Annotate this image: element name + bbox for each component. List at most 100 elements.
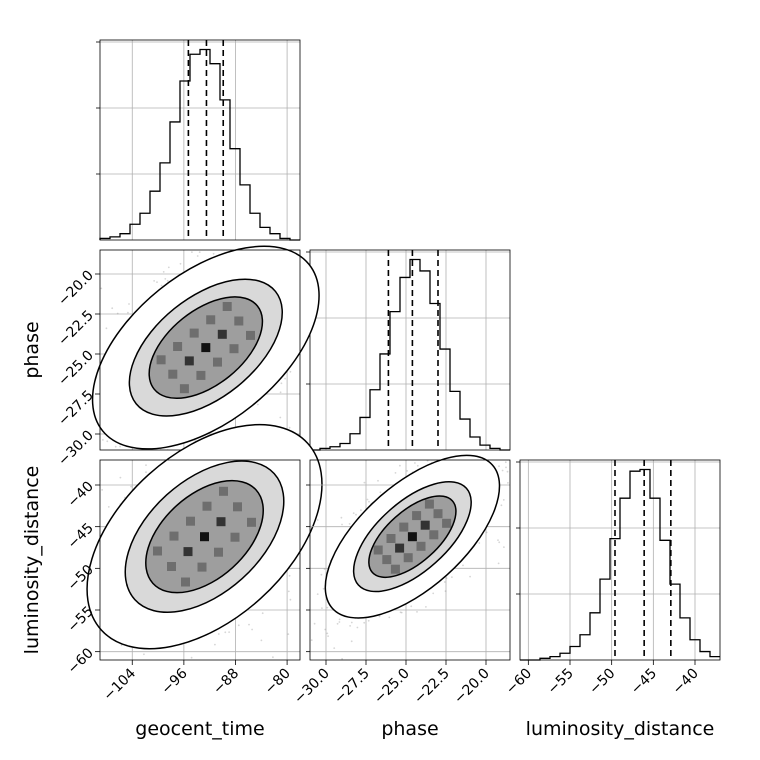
tick-label-x-geocent_time: −80 — [262, 666, 294, 698]
scatter-point — [134, 463, 136, 465]
density-bin — [247, 517, 256, 527]
scatter-point — [503, 546, 505, 548]
scatter-point — [481, 451, 483, 453]
scatter-point — [284, 655, 286, 657]
scatter-point — [532, 475, 534, 477]
scatter-point — [321, 242, 323, 244]
scatter-point — [414, 462, 416, 464]
scatter-point — [350, 640, 353, 643]
scatter-point — [54, 384, 56, 386]
density-bin — [420, 520, 430, 530]
scatter-point — [228, 631, 231, 633]
scatter-point — [446, 434, 448, 436]
scatter-point — [321, 338, 323, 340]
tick-label-x-luminosity_distance: −55 — [545, 666, 577, 698]
tick-label-x-geocent_time: −88 — [210, 666, 242, 698]
scatter-point — [167, 450, 169, 452]
scatter-point — [190, 656, 193, 659]
scatter-point — [326, 244, 328, 246]
scatter-point — [399, 464, 401, 467]
tick-label-y-luminosity_distance: −40 — [65, 479, 97, 511]
scatter-point — [308, 559, 310, 561]
scatter-point — [529, 515, 531, 517]
scatter-point — [85, 730, 87, 732]
scatter-point — [288, 574, 291, 577]
scatter-point — [151, 453, 153, 455]
scatter-point — [289, 220, 291, 222]
scatter-point — [114, 445, 117, 448]
tick-label-y-luminosity_distance: −45 — [65, 520, 97, 552]
scatter-point — [516, 508, 518, 510]
scatter-point — [338, 621, 341, 623]
density-bin — [200, 532, 209, 542]
scatter-point — [98, 458, 100, 460]
density-bin — [390, 564, 400, 574]
density-bin — [442, 518, 452, 528]
panel-phase_vs_geocent_time — [26, 202, 334, 465]
scatter-point — [472, 452, 474, 454]
scatter-point — [329, 510, 331, 512]
scatter-point — [106, 440, 109, 443]
scatter-point — [260, 639, 263, 642]
density-bin — [167, 562, 176, 571]
scatter-point — [88, 642, 90, 644]
scatter-point — [473, 453, 475, 455]
density-bin — [168, 369, 178, 379]
density-bin — [219, 486, 228, 496]
scatter-point — [399, 611, 402, 614]
scatter-point — [355, 439, 357, 441]
density-bin — [386, 534, 396, 543]
scatter-point — [257, 235, 259, 237]
density-bin — [424, 499, 434, 509]
scatter-point — [244, 229, 246, 231]
scatter-point — [448, 446, 450, 448]
scatter-point — [504, 461, 507, 464]
scatter-point — [257, 403, 259, 406]
scatter-point — [335, 439, 337, 441]
tick-label-y-phase: −27.5 — [55, 388, 97, 430]
scatter-point — [479, 431, 481, 433]
scatter-point — [304, 623, 306, 625]
scatter-point — [86, 415, 88, 417]
scatter-point — [251, 628, 254, 631]
scatter-point — [80, 549, 82, 551]
scatter-point — [26, 409, 28, 411]
scatter-point — [498, 541, 501, 544]
scatter-point — [74, 423, 76, 425]
scatter-point — [356, 434, 358, 436]
scatter-point — [70, 651, 72, 653]
scatter-point — [348, 523, 351, 525]
scatter-point — [32, 431, 34, 433]
scatter-point — [279, 416, 282, 419]
density-bin — [382, 555, 392, 565]
scatter-point — [333, 647, 336, 649]
scatter-point — [326, 202, 328, 204]
scatter-point — [332, 303, 334, 305]
scatter-point — [98, 649, 100, 651]
scatter-point — [238, 224, 240, 226]
scatter-point — [289, 598, 292, 601]
density-core-phase_vs_geocent_time — [156, 302, 255, 394]
scatter-point — [52, 435, 54, 437]
scatter-point — [105, 327, 108, 330]
scatter-point — [496, 446, 498, 448]
scatter-point — [211, 234, 213, 236]
scatter-point — [107, 506, 110, 508]
density-bin — [373, 545, 383, 555]
scatter-point — [444, 590, 447, 592]
scatter-point — [316, 593, 319, 595]
scatter-point — [120, 644, 123, 647]
density-bin — [399, 522, 409, 532]
frame-luminosity_distance-hist — [519, 459, 721, 661]
scatter-point — [349, 625, 351, 627]
density-bin — [196, 370, 206, 380]
scatter-point — [166, 279, 169, 282]
tick-label-y-phase: −25.0 — [55, 348, 97, 390]
scatter-point — [334, 490, 336, 492]
density-bin — [395, 543, 405, 553]
scatter-point — [443, 581, 446, 583]
scatter-point — [167, 266, 170, 269]
scatter-point — [243, 243, 245, 245]
panel-luminosity_distance_vs_geocent_time — [70, 423, 358, 732]
tick-label-x-geocent_time: −96 — [158, 665, 190, 697]
